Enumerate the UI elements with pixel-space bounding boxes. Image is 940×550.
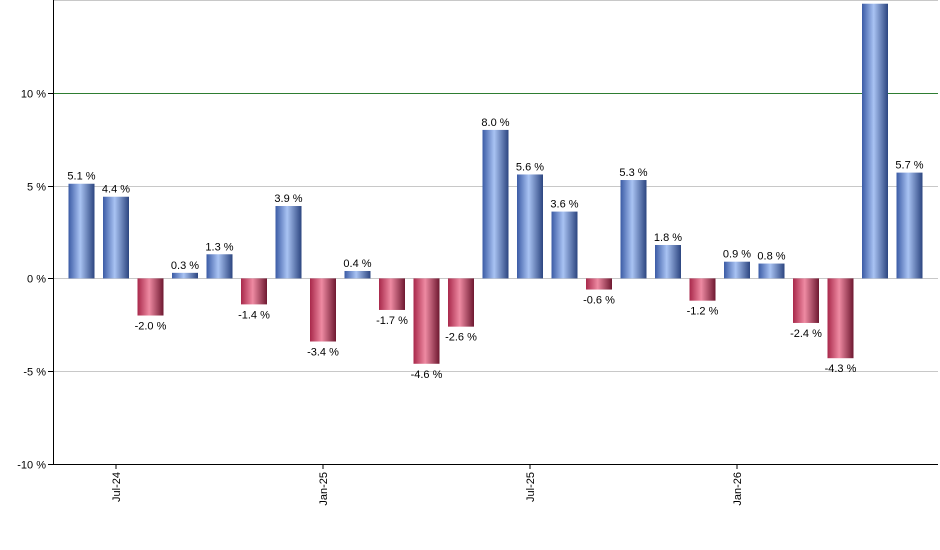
bar: [448, 278, 474, 327]
bar: [344, 270, 371, 279]
x-tick-label: Jan-25: [318, 472, 330, 506]
bar: [689, 278, 716, 301]
data-label: -0.6 %: [583, 295, 615, 307]
data-label: -2.4 %: [790, 328, 822, 340]
bar: [172, 272, 198, 279]
bar: [655, 244, 681, 279]
bar: [482, 129, 509, 279]
bar: [827, 278, 854, 359]
data-label: 3.6 %: [550, 199, 578, 211]
y-tick-label: -5 %: [23, 367, 46, 379]
data-label: 14.8 %: [858, 0, 892, 3]
bar: [275, 206, 302, 279]
data-label: 1.3 %: [205, 241, 233, 253]
data-label: 0.4 %: [343, 258, 371, 270]
bar: [137, 278, 164, 316]
bar: [379, 278, 405, 310]
bar: [896, 172, 923, 279]
data-label: -2.0 %: [135, 321, 167, 333]
data-label: 5.7 %: [895, 160, 923, 172]
bar: [551, 211, 578, 279]
bar: [517, 174, 543, 279]
x-tick-label: Jul-25: [525, 472, 537, 502]
data-label: 3.9 %: [274, 193, 302, 205]
data-label: 1.8 %: [654, 232, 682, 244]
bar: [758, 263, 785, 279]
bar: [413, 278, 440, 364]
bar: [206, 254, 233, 279]
data-label: -1.2 %: [687, 306, 719, 318]
data-label: 0.3 %: [171, 260, 199, 272]
bar: [241, 278, 267, 305]
bar: [724, 261, 750, 279]
bar: [620, 180, 647, 279]
bar: [862, 3, 888, 279]
bar: [793, 278, 819, 323]
data-label: 8.0 %: [481, 117, 509, 129]
data-label: 5.1 %: [67, 171, 95, 183]
data-label: 4.4 %: [102, 184, 130, 196]
data-label: 0.9 %: [723, 249, 751, 261]
data-label: 5.3 %: [619, 167, 647, 179]
data-label: -3.4 %: [307, 347, 339, 359]
data-label: -2.6 %: [445, 332, 477, 344]
y-tick-label: -10 %: [17, 460, 46, 472]
data-label: 5.6 %: [516, 161, 544, 173]
bar: [103, 196, 129, 279]
data-label: 0.8 %: [757, 251, 785, 263]
y-tick-label: 5 %: [27, 182, 46, 194]
bar: [68, 183, 95, 279]
data-label: -1.7 %: [376, 315, 408, 327]
data-label: -4.6 %: [411, 369, 443, 381]
bar: [586, 278, 612, 290]
bar: [310, 278, 336, 342]
data-labels: 5.1 % 4.4 % -2.0 % 0.3 % 1.3 % -1.4 % 3.9 % -3.…: [67, 0, 923, 381]
y-tick-label: 0 %: [27, 274, 46, 286]
data-label: -4.3 %: [825, 363, 857, 375]
x-tick-label: Jul-24: [111, 472, 123, 502]
y-tick-label: 10 %: [21, 89, 46, 101]
data-label: -1.4 %: [238, 309, 270, 321]
x-tick-label: Jan-26: [732, 472, 744, 506]
bars: [68, 3, 923, 364]
axes: -10 % -5 % 0 % 5 % 10 % Jul-24 Jan-25 Jul-25 Jan…: [17, 0, 938, 506]
